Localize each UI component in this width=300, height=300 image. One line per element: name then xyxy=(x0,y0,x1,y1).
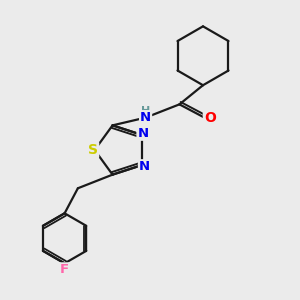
Text: N: N xyxy=(140,111,151,124)
Text: N: N xyxy=(139,160,150,173)
Text: S: S xyxy=(88,143,98,157)
Text: N: N xyxy=(137,127,148,140)
Text: O: O xyxy=(204,111,216,124)
Text: F: F xyxy=(60,263,69,276)
Text: H: H xyxy=(141,106,150,116)
